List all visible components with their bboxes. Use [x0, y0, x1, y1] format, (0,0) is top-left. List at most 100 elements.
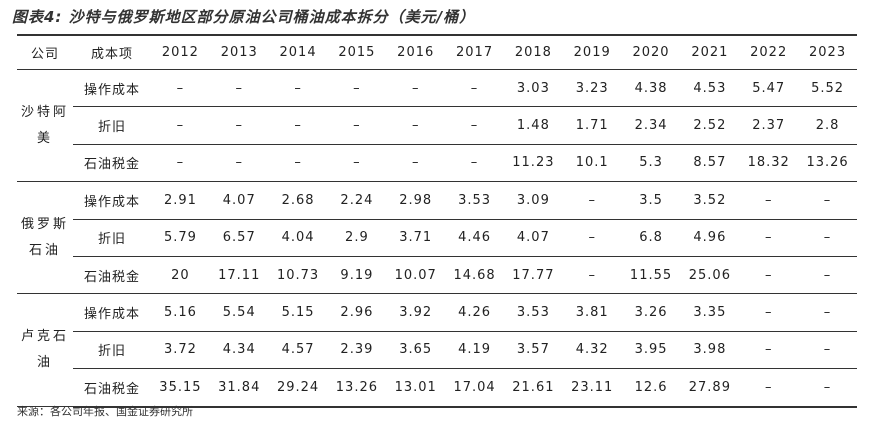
- value-cell: 3.26: [621, 293, 681, 332]
- value-cell: 31.84: [209, 368, 269, 408]
- value-cell: –: [798, 368, 857, 408]
- value-cell: 3.71: [386, 219, 446, 257]
- item-cell: 石油税金: [73, 144, 151, 183]
- value-cell: 13.26: [327, 368, 387, 408]
- value-cell: 23.11: [562, 368, 622, 408]
- value-cell: 4.57: [268, 331, 328, 370]
- value-cell: –: [445, 144, 504, 183]
- value-cell: 2.24: [327, 181, 387, 220]
- value-cell: –: [739, 331, 799, 370]
- value-cell: 4.38: [621, 69, 681, 108]
- table-row: 石油税金 20 17.11 10.73 9.19 10.07 14.68 17.77–11.5…: [17, 256, 857, 295]
- value-cell: –: [386, 106, 446, 145]
- value-cell: 21.61: [503, 368, 563, 408]
- table-row: 折旧 5.79 6.57 4.04 2.9 3.71 4.46 4.07–6.8 4.96– –: [17, 219, 857, 257]
- value-cell: 6.57: [209, 219, 269, 257]
- header-cell: 2023: [809, 45, 847, 60]
- value-cell: 4.26: [445, 293, 504, 332]
- table-row: 折旧 3.72 4.34 4.57 2.39 3.65 4.19 3.57 4.32 3.95 3.…: [17, 331, 857, 370]
- value-cell: 5.54: [209, 293, 269, 332]
- value-cell: 29.24: [268, 368, 328, 408]
- value-cell: 5.15: [268, 293, 328, 332]
- value-cell: –: [798, 256, 857, 295]
- item-cell: 折旧: [73, 219, 151, 257]
- value-cell: 25.06: [680, 256, 740, 295]
- value-cell: 10.73: [268, 256, 328, 295]
- value-cell: 5.3: [621, 144, 681, 183]
- value-cell: 4.34: [209, 331, 269, 370]
- header-cell: 成本项: [90, 47, 133, 62]
- value-cell: 2.98: [386, 181, 446, 220]
- value-cell: –: [327, 69, 387, 108]
- title: 图表4: 沙特与俄罗斯地区部分原油公司桶油成本拆分（美元/桶）: [12, 8, 476, 26]
- source-note: 来源：各公司年报、国金证券研究所: [17, 405, 193, 418]
- value-cell: –: [386, 69, 446, 108]
- value-cell: –: [268, 144, 328, 183]
- header-cell: 2013: [220, 45, 258, 60]
- item-cell: 石油税金: [73, 368, 151, 408]
- value-cell: 2.8: [798, 106, 857, 145]
- value-cell: –: [209, 106, 269, 145]
- table-row: 石油税金 35.15 31.84 29.24 13.26 13.01 17.04 21.61 2…: [17, 368, 857, 408]
- value-cell: –: [151, 106, 210, 145]
- value-cell: 17.77: [503, 256, 563, 295]
- table-row: 卢克石油 操作成本 5.16 5.54 5.15 2.96 3.92 4.26 3.53 3.81…: [17, 293, 857, 408]
- value-cell: –: [798, 219, 857, 257]
- company-cell: 沙特阿美: [17, 69, 73, 183]
- value-cell: –: [739, 219, 799, 257]
- value-cell: –: [268, 69, 328, 108]
- value-cell: –: [739, 256, 799, 295]
- value-cell: 5.47: [739, 69, 799, 108]
- header-row: 公司 成本项 2012 2013 2014 2015 2016 2017 2018 2019 202…: [17, 35, 857, 70]
- value-cell: –: [209, 144, 269, 183]
- header-cell: 2018: [514, 45, 552, 60]
- cost-table: 公司 成本项 2012 2013 2014 2015 2016 2017 2018 2019 202…: [17, 34, 857, 408]
- value-cell: –: [798, 293, 857, 332]
- value-cell: –: [562, 181, 622, 220]
- value-cell: 3.98: [680, 331, 740, 370]
- item-cell: 折旧: [73, 106, 151, 145]
- value-cell: 2.52: [680, 106, 740, 145]
- value-cell: 8.57: [680, 144, 740, 183]
- value-cell: 3.5: [621, 181, 681, 220]
- value-cell: 3.92: [386, 293, 446, 332]
- header-cell: 2014: [279, 45, 317, 60]
- value-cell: 3.09: [503, 181, 563, 220]
- table-row: 石油税金 – – – – – –11.23 10.1 5.3 8.57 18.32 13.26: [17, 144, 857, 183]
- value-cell: –: [209, 69, 269, 108]
- item-cell: 折旧: [73, 331, 151, 370]
- table-row: 沙特阿美 操作成本 – – – – – –3.03 3.23 4.38 4.53 5.47 5.52: [17, 69, 857, 183]
- value-cell: 3.53: [503, 293, 563, 332]
- value-cell: 3.52: [680, 181, 740, 220]
- value-cell: 2.68: [268, 181, 328, 220]
- value-cell: 4.46: [445, 219, 504, 257]
- value-cell: 3.35: [680, 293, 740, 332]
- header-cell: 2016: [397, 45, 435, 60]
- value-cell: –: [739, 368, 799, 408]
- header-cell: 2017: [456, 45, 494, 60]
- company-cell: 俄罗斯石油: [17, 181, 73, 295]
- value-cell: 4.53: [680, 69, 740, 108]
- header-cell: 2012: [161, 45, 199, 60]
- item-cell: 操作成本: [73, 69, 151, 108]
- value-cell: 3.03: [503, 69, 563, 108]
- value-cell: 3.95: [621, 331, 681, 370]
- value-cell: –: [562, 256, 622, 295]
- value-cell: 4.96: [680, 219, 740, 257]
- header-cell: 公司: [30, 47, 59, 62]
- value-cell: 2.91: [151, 181, 210, 220]
- value-cell: 13.26: [798, 144, 857, 183]
- value-cell: –: [739, 181, 799, 220]
- value-cell: –: [268, 106, 328, 145]
- value-cell: 6.8: [621, 219, 681, 257]
- value-cell: 4.19: [445, 331, 504, 370]
- table-row: 折旧 – – – – – –1.48 1.71 2.34 2.52 2.37 2.8: [17, 106, 857, 145]
- value-cell: 14.68: [445, 256, 504, 295]
- header-cell: 2022: [750, 45, 788, 60]
- value-cell: –: [151, 144, 210, 183]
- value-cell: –: [739, 293, 799, 332]
- header-cell: 2020: [632, 45, 670, 60]
- value-cell: –: [562, 219, 622, 257]
- item-cell: 石油税金: [73, 256, 151, 295]
